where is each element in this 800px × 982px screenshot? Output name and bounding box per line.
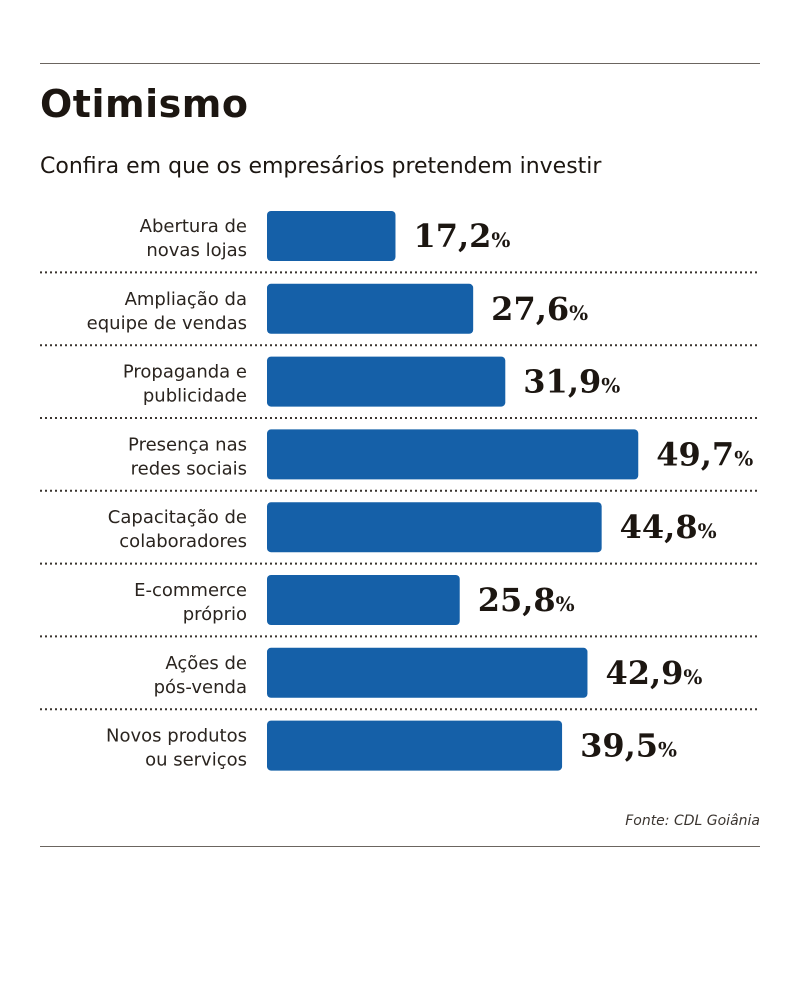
category-label: Abertura de novas lojas: [140, 216, 247, 261]
value-label: 27,6%: [491, 290, 588, 328]
bar: [267, 211, 396, 261]
category-label: Presença nas redes sociais: [128, 434, 247, 479]
category-label: Capacitação de colaboradores: [108, 507, 247, 552]
value-label: 17,2%: [413, 217, 510, 255]
bar: [267, 502, 602, 553]
value-label: 39,5%: [580, 727, 677, 765]
category-label: Propaganda e publicidade: [123, 362, 247, 407]
category-label: E-commerce próprio: [134, 580, 247, 625]
bar: [267, 575, 460, 625]
source-note: Fonte: CDL Goiânia: [625, 813, 760, 829]
top-rule: [40, 63, 760, 64]
bar: [267, 283, 474, 334]
bar: [267, 647, 588, 698]
category-label: Novos produtos ou serviços: [106, 726, 247, 771]
bottom-rule: [40, 846, 760, 847]
bar: [267, 429, 639, 480]
category-label: Ampliação da equipe de vendas: [87, 289, 247, 334]
chart-subtitle: Confira em que os empresários pretendem …: [40, 154, 602, 179]
chart-title: Otimismo: [40, 82, 249, 126]
category-label: Ações de pós-venda: [154, 653, 247, 698]
bar: [267, 720, 563, 771]
value-label: 31,9%: [523, 363, 620, 401]
bar: [267, 356, 506, 407]
value-label: 25,8%: [478, 581, 575, 619]
value-label: 42,9%: [605, 654, 702, 692]
value-label: 44,8%: [620, 508, 717, 546]
value-label: 49,7%: [656, 435, 753, 473]
